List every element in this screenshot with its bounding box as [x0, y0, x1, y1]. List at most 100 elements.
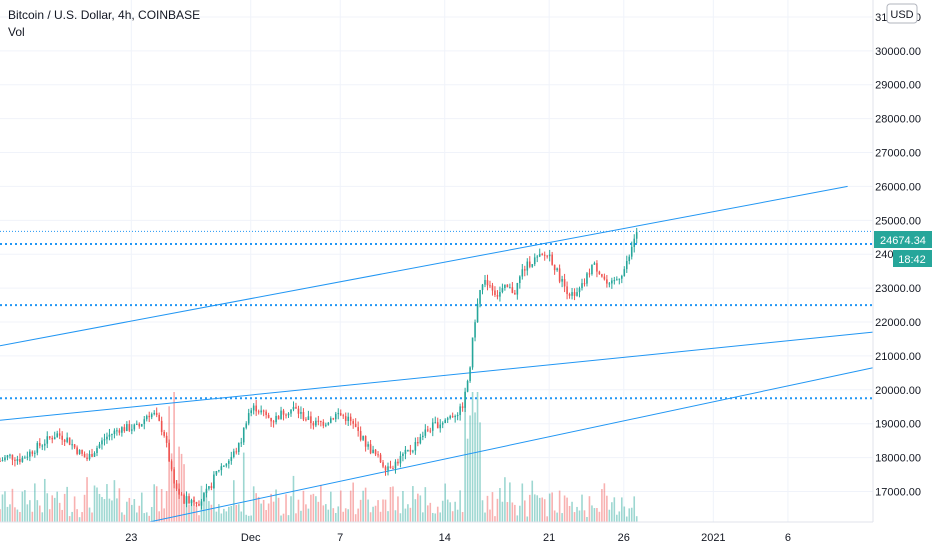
candle-body: [267, 414, 270, 418]
candle-body: [292, 406, 295, 410]
candle-body: [68, 437, 71, 445]
volume-bar: [362, 490, 364, 522]
candle-body: [297, 408, 300, 414]
candle-body: [123, 427, 126, 431]
volume-bar: [208, 501, 210, 522]
candle-body: [300, 411, 302, 414]
candle-body: [576, 292, 578, 296]
candle-body: [128, 424, 131, 431]
volume-bar: [571, 501, 573, 522]
candle-body: [329, 418, 332, 423]
candle-body: [384, 466, 387, 471]
candle-body: [499, 292, 501, 297]
candle-body: [148, 415, 151, 418]
candle-body: [145, 415, 148, 420]
volume-bar: [441, 500, 444, 522]
volume-bar: [213, 481, 215, 522]
candle-body: [349, 416, 352, 422]
volume-bar: [531, 480, 534, 522]
volume-bar: [526, 516, 529, 522]
volume-bar: [41, 512, 44, 522]
volume-bar: [389, 487, 392, 522]
candle-body: [290, 409, 292, 414]
candle-body: [305, 419, 307, 421]
candle-body: [215, 471, 218, 475]
candle-body: [543, 254, 546, 256]
volume-bar: [434, 513, 437, 522]
volume-bar: [543, 499, 546, 522]
volume-bar: [118, 488, 121, 522]
volume-bar: [436, 506, 439, 522]
volume-bar: [302, 490, 305, 522]
candle-body: [66, 437, 68, 442]
candle-body: [603, 276, 606, 280]
candle-body: [422, 435, 424, 438]
volume-bar: [509, 482, 511, 522]
candle-body: [96, 447, 98, 454]
volume-bar: [332, 508, 335, 522]
volume-bar: [270, 493, 272, 522]
candle-body: [178, 488, 180, 495]
candle-body: [342, 415, 345, 417]
candle-body: [242, 427, 245, 443]
candle-body: [382, 462, 384, 467]
time-tick-label: Dec: [241, 532, 261, 544]
volume-bar: [484, 512, 486, 522]
candle-body: [188, 496, 190, 504]
candle-body: [444, 419, 447, 423]
volume-bar: [6, 506, 9, 522]
candle-body: [272, 421, 275, 423]
candle-body: [571, 292, 573, 296]
candle-body: [573, 292, 576, 296]
candle-body: [506, 284, 509, 288]
candle-body: [53, 437, 56, 440]
volume-bar: [412, 486, 414, 522]
candle-body: [200, 501, 203, 506]
candle-body: [586, 273, 588, 284]
volume-bar: [297, 499, 300, 522]
volume-bar: [93, 485, 96, 522]
candle-body: [491, 285, 494, 291]
volume-bar: [63, 493, 66, 522]
candle-body: [352, 421, 354, 424]
candle-body: [496, 295, 499, 297]
volume-indicator-label[interactable]: Vol: [8, 25, 25, 39]
candle-body: [397, 461, 399, 464]
volume-bar: [88, 507, 91, 522]
volume-bar: [461, 512, 464, 522]
candle-body: [392, 468, 394, 470]
last-price-tag: 24674.34: [874, 231, 932, 248]
volume-bar: [499, 488, 501, 522]
volume-bar: [135, 512, 138, 522]
volume-bar: [51, 495, 54, 522]
candle-body: [61, 435, 63, 440]
volume-bar: [285, 494, 287, 522]
volume-bar: [546, 516, 548, 522]
candle-body: [419, 437, 422, 444]
volume-bar: [61, 509, 63, 522]
volume-bar: [34, 483, 36, 522]
volume-bar: [101, 497, 103, 522]
volume-bar: [1, 494, 4, 522]
time-tick-label: 21: [543, 532, 555, 544]
time-axis[interactable]: [0, 522, 873, 550]
volume-bar: [290, 496, 292, 522]
volume-bar: [68, 516, 71, 522]
volume-bar: [633, 496, 636, 522]
volume-bar: [240, 511, 243, 522]
candle-body: [630, 246, 633, 257]
price-tick-label: 29000.00: [875, 80, 921, 92]
volume-bar: [628, 508, 631, 522]
volume-bar: [367, 499, 369, 522]
volume-bar: [4, 491, 6, 522]
candle-body: [16, 459, 19, 461]
trendlines[interactable]: [0, 185, 874, 523]
volume-bar: [558, 490, 561, 522]
volume-bar: [250, 515, 253, 522]
volume-bar: [603, 483, 606, 522]
candle-body: [449, 416, 451, 419]
volume-bar: [11, 488, 14, 522]
currency-button[interactable]: USD: [886, 3, 918, 24]
volume-bar: [325, 504, 327, 522]
